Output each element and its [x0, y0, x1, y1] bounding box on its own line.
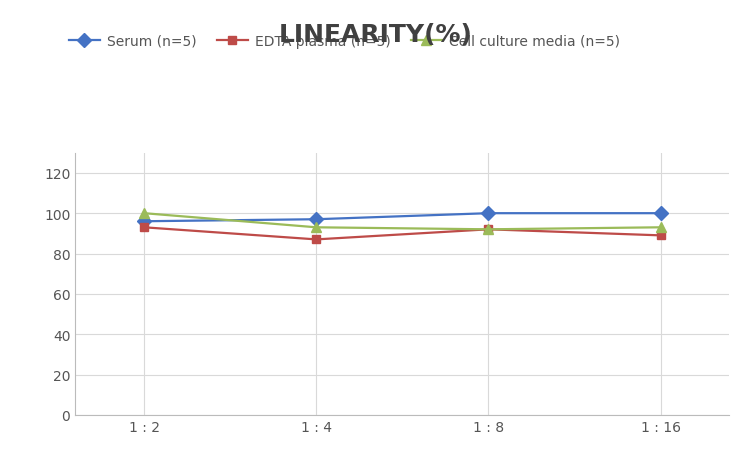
- EDTA plasma (n=5): [656, 233, 665, 239]
- Line: Cell culture media (n=5): Cell culture media (n=5): [139, 209, 666, 235]
- Cell culture media (n=5): [312, 225, 321, 230]
- EDTA plasma (n=5): [312, 237, 321, 243]
- Serum (n=5): [484, 211, 493, 216]
- Serum (n=5): [312, 217, 321, 222]
- EDTA plasma (n=5): [140, 225, 149, 230]
- EDTA plasma (n=5): [484, 227, 493, 233]
- Legend: Serum (n=5), EDTA plasma (n=5), Cell culture media (n=5): Serum (n=5), EDTA plasma (n=5), Cell cul…: [69, 35, 620, 49]
- Cell culture media (n=5): [140, 211, 149, 216]
- Cell culture media (n=5): [656, 225, 665, 230]
- Cell culture media (n=5): [484, 227, 493, 233]
- Text: LINEARITY(%): LINEARITY(%): [279, 23, 473, 46]
- Line: Serum (n=5): Serum (n=5): [139, 209, 666, 226]
- Serum (n=5): [656, 211, 665, 216]
- Line: EDTA plasma (n=5): EDTA plasma (n=5): [140, 224, 665, 244]
- Serum (n=5): [140, 219, 149, 225]
